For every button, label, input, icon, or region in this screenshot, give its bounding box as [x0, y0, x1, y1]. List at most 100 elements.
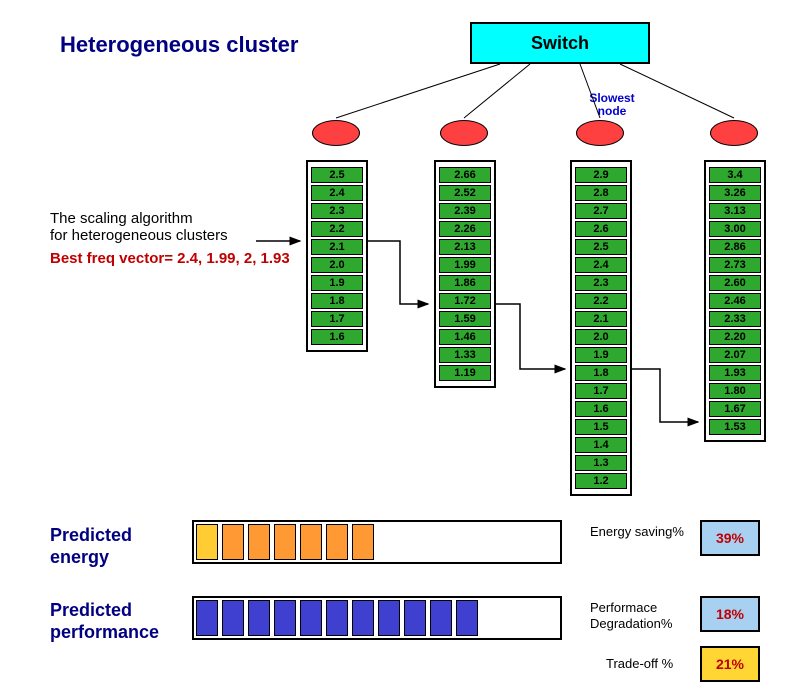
- freq-cell: 1.80: [709, 383, 761, 399]
- freq-cell: 2.1: [575, 311, 627, 327]
- freq-cell: 2.66: [439, 167, 491, 183]
- freq-cell: 2.4: [575, 257, 627, 273]
- energy-segment: [326, 524, 348, 560]
- freq-cell: 2.6: [575, 221, 627, 237]
- freq-cell: 2.1: [311, 239, 363, 255]
- freq-cell: 1.4: [575, 437, 627, 453]
- freq-cell: 2.0: [311, 257, 363, 273]
- perf-segment: [300, 600, 322, 636]
- freq-cell: 3.13: [709, 203, 761, 219]
- freq-cell: 2.5: [575, 239, 627, 255]
- algorithm-description: The scaling algorithm for heterogeneous …: [50, 210, 290, 267]
- freq-cell: 1.9: [575, 347, 627, 363]
- freq-cell: 1.53: [709, 419, 761, 435]
- freq-cell: 3.26: [709, 185, 761, 201]
- freq-cell: 2.0: [575, 329, 627, 345]
- perf-segment: [352, 600, 374, 636]
- freq-cell: 1.72: [439, 293, 491, 309]
- connector-overlay: [0, 0, 800, 698]
- node-oval-3: [710, 120, 758, 146]
- freq-cell: 1.9: [311, 275, 363, 291]
- slowest-node-label: Slowest node: [582, 92, 642, 118]
- energy-segment: [300, 524, 322, 560]
- freq-cell: 2.60: [709, 275, 761, 291]
- freq-cell: 1.93: [709, 365, 761, 381]
- perf-degradation-label: Performace Degradation%: [590, 600, 690, 631]
- freq-column-3: 3.4 3.26 3.13 3.00 2.86 2.73 2.60 2.46 2.33 2.20 2…: [704, 160, 766, 442]
- switch-label: Switch: [531, 33, 589, 54]
- freq-cell: 2.86: [709, 239, 761, 255]
- perf-segment: [378, 600, 400, 636]
- energy-segment: [196, 524, 218, 560]
- freq-cell: 1.86: [439, 275, 491, 291]
- perf-segment: [248, 600, 270, 636]
- freq-cell: 2.3: [575, 275, 627, 291]
- freq-cell: 2.8: [575, 185, 627, 201]
- predicted-performance-label: Predicted performance: [50, 600, 210, 643]
- freq-cell: 2.3: [311, 203, 363, 219]
- energy-segment: [248, 524, 270, 560]
- freq-cell: 1.19: [439, 365, 491, 381]
- energy-segment: [352, 524, 374, 560]
- node-oval-1: [440, 120, 488, 146]
- perf-segment: [274, 600, 296, 636]
- freq-cell: 1.46: [439, 329, 491, 345]
- perf-segment: [326, 600, 348, 636]
- freq-cell: 2.4: [311, 185, 363, 201]
- energy-saving-value: 39%: [700, 520, 760, 556]
- freq-cell: 2.20: [709, 329, 761, 345]
- freq-cell: 2.5: [311, 167, 363, 183]
- energy-segment: [222, 524, 244, 560]
- page-title: Heterogeneous cluster: [60, 32, 298, 58]
- freq-cell: 2.2: [575, 293, 627, 309]
- perf-degradation-value: 18%: [700, 596, 760, 632]
- freq-column-1: 2.66 2.52 2.39 2.26 2.13 1.99 1.86 1.72 1.59 1.46…: [434, 160, 496, 388]
- performance-bar: [192, 596, 562, 640]
- perf-segment: [196, 600, 218, 636]
- freq-cell: 2.46: [709, 293, 761, 309]
- node-oval-0: [312, 120, 360, 146]
- freq-cell: 2.9: [575, 167, 627, 183]
- energy-bar: [192, 520, 562, 564]
- freq-cell: 2.52: [439, 185, 491, 201]
- perf-segment: [430, 600, 452, 636]
- freq-cell: 2.7: [575, 203, 627, 219]
- freq-cell: 1.3: [575, 455, 627, 471]
- freq-cell: 2.07: [709, 347, 761, 363]
- freq-cell: 1.2: [575, 473, 627, 489]
- tradeoff-label: Trade-off %: [606, 656, 673, 671]
- perf-segment: [404, 600, 426, 636]
- energy-segment: [274, 524, 296, 560]
- freq-cell: 1.99: [439, 257, 491, 273]
- freq-cell: 2.39: [439, 203, 491, 219]
- freq-cell: 1.7: [575, 383, 627, 399]
- switch-box: Switch: [470, 22, 650, 64]
- freq-cell: 1.33: [439, 347, 491, 363]
- freq-cell: 1.67: [709, 401, 761, 417]
- freq-cell: 2.73: [709, 257, 761, 273]
- freq-cell: 2.33: [709, 311, 761, 327]
- freq-cell: 1.59: [439, 311, 491, 327]
- freq-cell: 2.26: [439, 221, 491, 237]
- node-oval-2: [576, 120, 624, 146]
- freq-cell: 2.13: [439, 239, 491, 255]
- freq-cell: 1.8: [311, 293, 363, 309]
- freq-cell: 3.4: [709, 167, 761, 183]
- freq-cell: 1.8: [575, 365, 627, 381]
- freq-cell: 1.6: [575, 401, 627, 417]
- predicted-energy-label: Predicted energy: [50, 525, 190, 568]
- freq-cell: 1.6: [311, 329, 363, 345]
- best-freq-vector: Best freq vector= 2.4, 1.99, 2, 1.93: [50, 250, 290, 267]
- perf-segment: [456, 600, 478, 636]
- freq-cell: 1.7: [311, 311, 363, 327]
- perf-segment: [222, 600, 244, 636]
- freq-column-0: 2.5 2.4 2.3 2.2 2.1 2.0 1.9 1.8 1.7 1.6: [306, 160, 368, 352]
- tradeoff-value: 21%: [700, 646, 760, 682]
- freq-column-2: 2.9 2.8 2.7 2.6 2.5 2.4 2.3 2.2 2.1 2.0 1.9 1.8 1.7 1…: [570, 160, 632, 496]
- desc-line2: for heterogeneous clusters: [50, 227, 290, 244]
- energy-saving-label: Energy saving%: [590, 524, 690, 540]
- freq-cell: 2.2: [311, 221, 363, 237]
- freq-cell: 1.5: [575, 419, 627, 435]
- desc-line1: The scaling algorithm: [50, 210, 290, 227]
- freq-cell: 3.00: [709, 221, 761, 237]
